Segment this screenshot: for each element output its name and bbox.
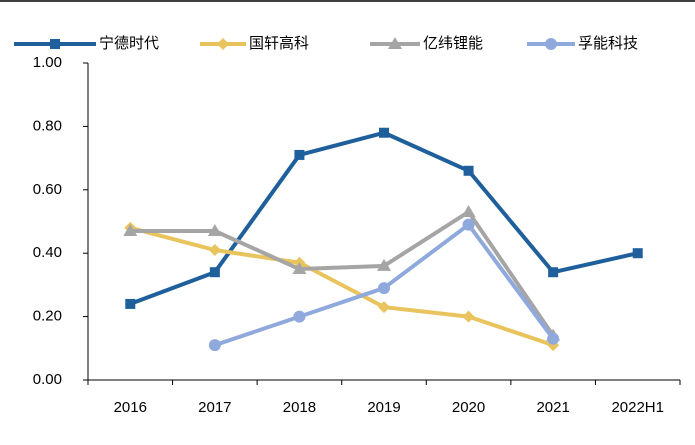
marker <box>547 332 560 345</box>
legend-marker <box>388 37 402 49</box>
x-tick-label: 2018 <box>283 399 316 416</box>
y-tick-label: 0.80 <box>33 117 62 134</box>
marker <box>208 244 221 257</box>
y-tick-label: 0.40 <box>33 244 62 261</box>
legend-marker <box>50 39 60 49</box>
x-tick-label: 2022H1 <box>611 399 664 416</box>
x-tick-label: 2019 <box>367 399 400 416</box>
x-tick-label: 2020 <box>452 399 485 416</box>
y-tick-label: 0.00 <box>33 371 62 388</box>
x-tick-label: 2021 <box>536 399 569 416</box>
marker <box>632 248 643 259</box>
x-tick-label: 2017 <box>198 399 231 416</box>
marker <box>208 339 221 352</box>
marker <box>462 310 475 323</box>
marker <box>461 204 476 217</box>
legend-label: 亿纬锂能 <box>423 35 483 52</box>
marker <box>125 298 136 309</box>
series-line <box>129 130 639 306</box>
marker <box>207 224 222 237</box>
legend-label: 宁德时代 <box>99 34 159 52</box>
legend-label: 孚能科技 <box>578 35 638 52</box>
legend-label: 国轩高科 <box>249 35 309 52</box>
marker <box>462 218 475 231</box>
series-line <box>129 225 554 348</box>
marker <box>378 282 390 295</box>
marker <box>123 224 138 237</box>
legend-marker <box>217 38 229 50</box>
marker <box>463 165 474 176</box>
marker <box>292 262 307 275</box>
y-tick-label: 1.00 <box>33 54 62 71</box>
legend-marker <box>545 38 557 50</box>
marker <box>548 267 559 278</box>
marker <box>377 258 391 271</box>
marker <box>294 149 305 160</box>
y-tick-label: 0.20 <box>33 308 62 325</box>
marker <box>378 301 390 314</box>
marker <box>209 267 220 278</box>
series-line <box>130 209 555 337</box>
marker <box>293 310 306 323</box>
x-tick-label: 2016 <box>114 399 147 416</box>
marker <box>379 127 389 138</box>
y-tick-label: 0.60 <box>33 181 62 198</box>
